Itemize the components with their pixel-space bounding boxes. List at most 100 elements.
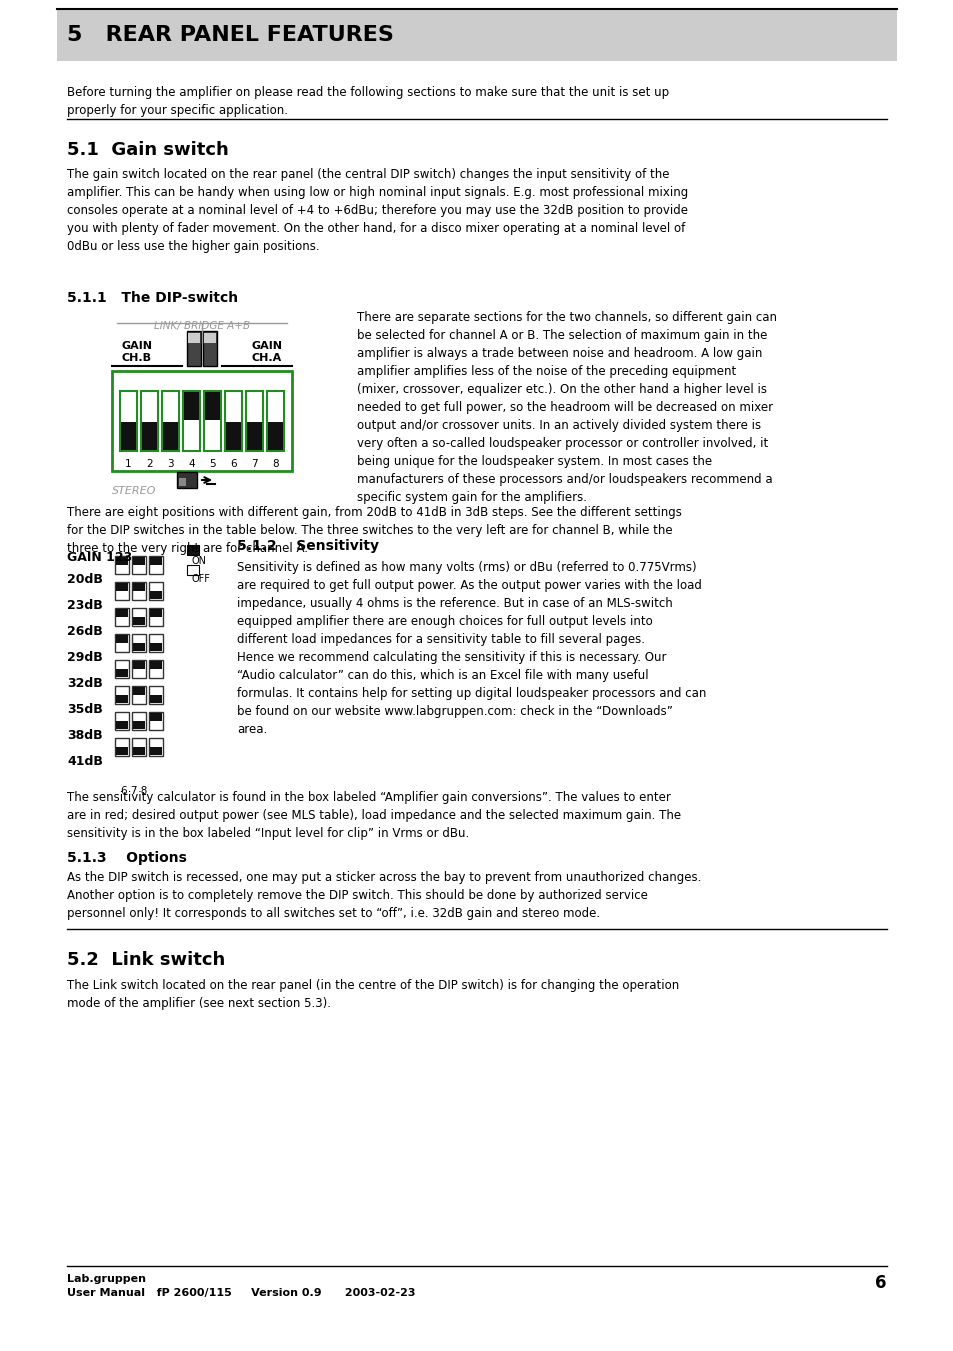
Bar — [132, 584, 145, 590]
Text: 5.1.2    Sensitivity: 5.1.2 Sensitivity — [236, 539, 378, 553]
Bar — [132, 688, 145, 694]
Bar — [150, 643, 162, 651]
Bar — [205, 392, 220, 420]
Bar — [149, 661, 163, 678]
Bar — [116, 669, 128, 677]
Text: User Manual   fP 2600/115     Version 0.9      2003-02-23: User Manual fP 2600/115 Version 0.9 2003… — [67, 1288, 416, 1298]
Text: 7: 7 — [251, 459, 257, 469]
Text: 3: 3 — [167, 459, 173, 469]
Bar — [142, 422, 157, 450]
Bar — [246, 390, 263, 451]
Text: GAIN
CH.A: GAIN CH.A — [252, 340, 282, 363]
Text: 2: 2 — [146, 459, 152, 469]
Bar — [162, 390, 179, 451]
Bar — [226, 422, 241, 450]
Bar — [247, 422, 262, 450]
Text: 26dB: 26dB — [67, 626, 103, 638]
Bar — [132, 643, 145, 651]
Bar — [115, 582, 129, 600]
Text: 29dB: 29dB — [67, 651, 103, 663]
Bar — [57, 9, 896, 61]
Bar — [150, 590, 162, 598]
Text: 5.2  Link switch: 5.2 Link switch — [67, 951, 225, 969]
Text: LINK/ BRIDGE A+B: LINK/ BRIDGE A+B — [153, 322, 250, 331]
Text: 5.1  Gain switch: 5.1 Gain switch — [67, 141, 229, 159]
Bar — [187, 331, 201, 366]
Bar — [132, 582, 146, 600]
Bar — [112, 372, 292, 471]
Text: 6 7 8: 6 7 8 — [121, 786, 147, 796]
Bar — [115, 634, 129, 653]
Bar — [150, 713, 162, 721]
Text: 35dB: 35dB — [67, 703, 103, 716]
Text: 1: 1 — [125, 459, 132, 469]
Bar — [150, 661, 162, 669]
Bar — [116, 694, 128, 703]
Bar — [116, 609, 128, 617]
Bar — [150, 694, 162, 703]
Text: 5.1.3    Options: 5.1.3 Options — [67, 851, 187, 865]
Text: GAIN
CH.B: GAIN CH.B — [121, 340, 152, 363]
Bar — [268, 422, 283, 450]
Text: As the DIP switch is recessed, one may put a sticker across the bay to prevent f: As the DIP switch is recessed, one may p… — [67, 871, 700, 920]
Bar — [116, 584, 128, 590]
Bar — [149, 712, 163, 730]
Text: 6: 6 — [875, 1274, 886, 1292]
Bar — [132, 721, 145, 730]
Bar — [120, 390, 137, 451]
Bar — [132, 661, 145, 669]
Text: 41dB: 41dB — [67, 755, 103, 767]
Text: 23dB: 23dB — [67, 598, 103, 612]
Text: Sensitivity is defined as how many volts (rms) or dBu (referred to 0.775Vrms)
ar: Sensitivity is defined as how many volts… — [236, 561, 705, 736]
Bar — [183, 390, 200, 451]
Bar — [132, 661, 146, 678]
Bar — [149, 686, 163, 704]
Bar — [116, 557, 128, 565]
Bar — [132, 617, 145, 626]
Text: 4: 4 — [188, 459, 194, 469]
Text: 20dB: 20dB — [67, 573, 103, 586]
Text: STEREO: STEREO — [112, 486, 156, 496]
Bar — [132, 738, 146, 757]
Bar — [132, 634, 146, 653]
Bar — [116, 635, 128, 643]
Bar — [115, 661, 129, 678]
Bar — [204, 390, 221, 451]
Text: 38dB: 38dB — [67, 730, 103, 742]
Bar — [132, 608, 146, 626]
Bar — [115, 738, 129, 757]
Bar — [150, 747, 162, 755]
Bar — [132, 557, 145, 565]
Bar — [132, 686, 146, 704]
Text: 5   REAR PANEL FEATURES: 5 REAR PANEL FEATURES — [67, 26, 394, 45]
Bar — [149, 608, 163, 626]
Text: OFF: OFF — [192, 574, 211, 584]
Bar — [115, 608, 129, 626]
Bar — [132, 557, 146, 574]
Bar — [115, 712, 129, 730]
Bar — [149, 738, 163, 757]
Bar — [149, 582, 163, 600]
Text: Before turning the amplifier on please read the following sections to make sure : Before turning the amplifier on please r… — [67, 86, 668, 118]
Bar — [163, 422, 178, 450]
Bar — [225, 390, 242, 451]
Text: There are separate sections for the two channels, so different gain can
be selec: There are separate sections for the two … — [356, 311, 776, 504]
Bar — [267, 390, 284, 451]
Bar — [132, 747, 145, 755]
Bar — [115, 557, 129, 574]
Bar — [203, 331, 216, 366]
Bar — [141, 390, 158, 451]
Bar — [187, 565, 199, 576]
Bar — [149, 634, 163, 653]
Bar — [204, 332, 215, 343]
Bar — [132, 712, 146, 730]
Bar — [115, 686, 129, 704]
Text: 6: 6 — [230, 459, 236, 469]
Bar — [116, 721, 128, 730]
Bar — [187, 544, 199, 555]
Bar — [150, 609, 162, 617]
Bar — [150, 557, 162, 565]
Text: There are eight positions with different gain, from 20dB to 41dB in 3dB steps. S: There are eight positions with different… — [67, 507, 681, 555]
Text: The Link switch located on the rear panel (in the centre of the DIP switch) is f: The Link switch located on the rear pane… — [67, 979, 679, 1011]
Text: Lab.gruppen: Lab.gruppen — [67, 1274, 146, 1283]
